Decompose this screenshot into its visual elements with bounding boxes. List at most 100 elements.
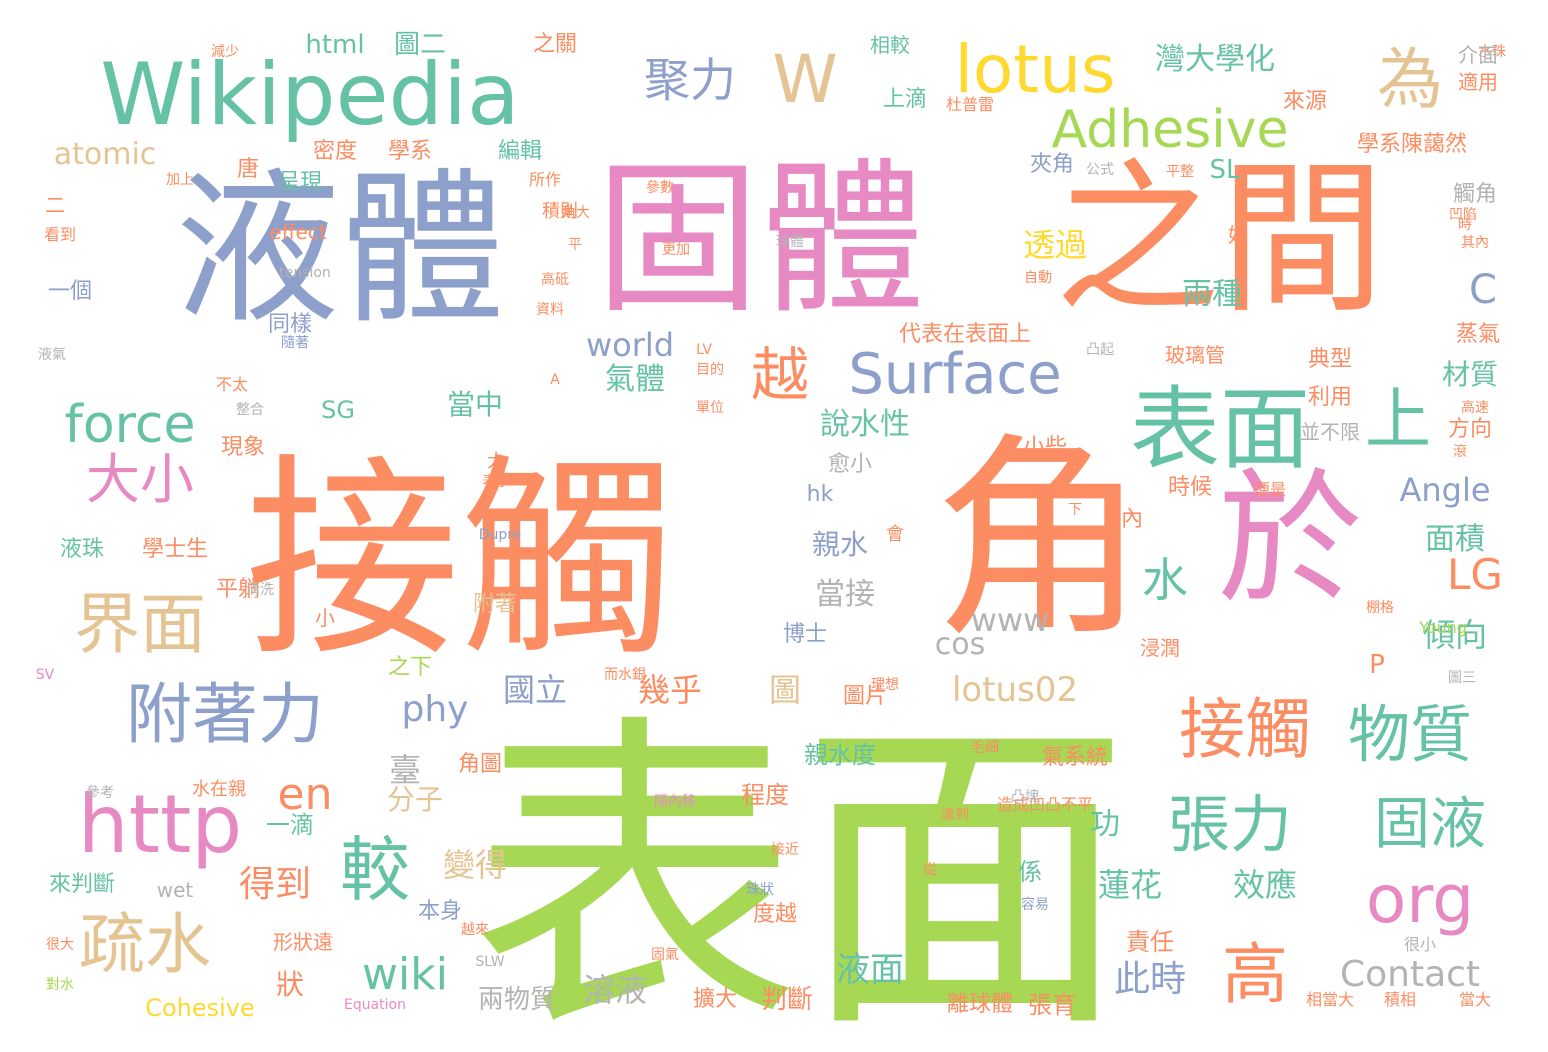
cloud-word: 資料 — [536, 302, 564, 318]
cloud-word: 單位 — [696, 400, 724, 416]
cloud-word: 張力 — [1167, 788, 1293, 861]
cloud-word: 來源 — [1282, 89, 1328, 114]
cloud-word: 密度 — [312, 139, 358, 164]
cloud-word: Contact — [1339, 954, 1481, 995]
cloud-word: 便是 — [1253, 480, 1287, 499]
cloud-word: 水珠 — [1478, 44, 1506, 60]
cloud-word: 減少 — [211, 44, 239, 60]
cloud-word: 相當大 — [1305, 990, 1355, 1009]
cloud-word: 角圖 — [457, 752, 503, 777]
cloud-word: LV — [696, 342, 712, 358]
cloud-word: 玻璃管 — [1165, 343, 1225, 367]
cloud-word: http — [77, 778, 243, 871]
cloud-word: 小些 — [1022, 435, 1068, 460]
cloud-word: atomic — [53, 137, 157, 172]
cloud-word: 說水性 — [820, 407, 910, 442]
cloud-word: 大小 — [86, 448, 194, 511]
cloud-word: 面積 — [1425, 522, 1485, 557]
cloud-word: hk — [806, 482, 834, 507]
cloud-word: 代表在表面上 — [898, 322, 1032, 347]
cloud-word: 圖三 — [1448, 670, 1476, 686]
cloud-word: cos — [934, 627, 986, 662]
cloud-word: 程度 — [741, 781, 789, 809]
cloud-word: W — [772, 41, 838, 118]
cloud-word: 加上 — [166, 172, 194, 188]
cloud-word: 圖片 — [842, 684, 888, 709]
cloud-word: 博士 — [782, 622, 828, 647]
cloud-word: 之間 — [1055, 143, 1385, 336]
cloud-word: 幾乎 — [637, 671, 703, 709]
cloud-word: 之下 — [387, 655, 433, 680]
cloud-word: 兩種 — [1182, 277, 1242, 312]
cloud-word: 固液 — [1374, 792, 1486, 857]
cloud-word: 係 — [1018, 858, 1042, 886]
cloud-word: Adhesive — [1051, 100, 1289, 160]
cloud-word: 相較 — [870, 33, 910, 57]
cloud-word: 所作 — [528, 170, 562, 189]
cloud-word: 平 — [568, 237, 582, 253]
cloud-word: 材質 — [1441, 358, 1499, 391]
cloud-word: SV — [35, 667, 55, 683]
cloud-word: Angle — [1399, 471, 1491, 509]
cloud-word: 國立 — [502, 671, 568, 709]
cloud-word: 臺 — [388, 751, 422, 789]
cloud-word: 角大 — [562, 205, 590, 221]
cloud-word: 判斷 — [760, 985, 814, 1015]
cloud-word: 親水度 — [804, 741, 876, 769]
cloud-word: 來判斷 — [48, 872, 116, 897]
cloud-word: Equation — [343, 997, 407, 1013]
cloud-word: 氣系統 — [1041, 745, 1109, 770]
cloud-word: 並不限 — [1300, 420, 1360, 444]
cloud-word: 本身 — [417, 899, 463, 924]
cloud-word: 毛細 — [971, 740, 999, 756]
cloud-word: Wikipedia — [100, 45, 520, 145]
cloud-word: 唐 — [236, 157, 260, 182]
cloud-word: 一個 — [47, 279, 93, 304]
cloud-word: 度越 — [752, 902, 798, 927]
cloud-word: 浸潤 — [1140, 636, 1180, 660]
cloud-word: 圖 — [768, 671, 802, 709]
cloud-word: html — [305, 30, 365, 60]
cloud-word: 氣體 — [605, 362, 665, 397]
cloud-word: 表面 — [470, 688, 1130, 1052]
cloud-word: wet — [156, 878, 194, 902]
cloud-word: Cohesive — [145, 994, 255, 1022]
cloud-word: 附著 — [472, 592, 518, 617]
cloud-word: 之關 — [532, 32, 578, 57]
cloud-word: effect — [269, 220, 327, 244]
cloud-word: 疏水 — [79, 906, 211, 983]
cloud-word: 形狀遠 — [273, 930, 333, 954]
cloud-word: 表示 — [482, 474, 510, 490]
cloud-word: 凸起 — [1086, 342, 1114, 358]
cloud-word: 傾向 — [1422, 616, 1488, 654]
cloud-word: 同樣 — [267, 312, 313, 337]
cloud-word: www — [970, 601, 1050, 639]
cloud-word: 會 — [886, 524, 904, 545]
cloud-word: 當大 — [1458, 990, 1492, 1009]
cloud-word: C — [1469, 267, 1497, 313]
cloud-word: Young — [1419, 618, 1467, 637]
cloud-word: SL — [1209, 155, 1241, 185]
cloud-word: 蓮花 — [1097, 866, 1163, 904]
cloud-word: 而水銀 — [604, 667, 646, 683]
cloud-word: 上滴 — [882, 87, 928, 112]
cloud-word: 表面 — [1130, 377, 1310, 482]
cloud-word: 高砥 — [541, 272, 569, 288]
cloud-word: force — [64, 395, 196, 455]
cloud-word: Surface — [848, 342, 1062, 407]
cloud-word: 時候 — [1167, 475, 1213, 500]
cloud-word: 高速 — [1461, 400, 1489, 416]
cloud-word: 時 — [1458, 217, 1472, 233]
cloud-word: 固氣 — [651, 947, 679, 963]
cloud-word: 功 — [1090, 807, 1120, 842]
cloud-word: 容易 — [1021, 897, 1049, 913]
cloud-word: 液體 — [175, 153, 505, 346]
cloud-word: org — [1365, 861, 1475, 938]
cloud-word: 方向 — [1447, 417, 1493, 442]
cloud-word: 二 — [45, 193, 65, 217]
cloud-word: 公式 — [1086, 162, 1114, 178]
cloud-word: 大 — [487, 451, 505, 472]
cloud-word: 擴大 — [692, 987, 738, 1012]
cloud-word: P — [1369, 650, 1385, 680]
cloud-word: 理想 — [871, 677, 899, 693]
